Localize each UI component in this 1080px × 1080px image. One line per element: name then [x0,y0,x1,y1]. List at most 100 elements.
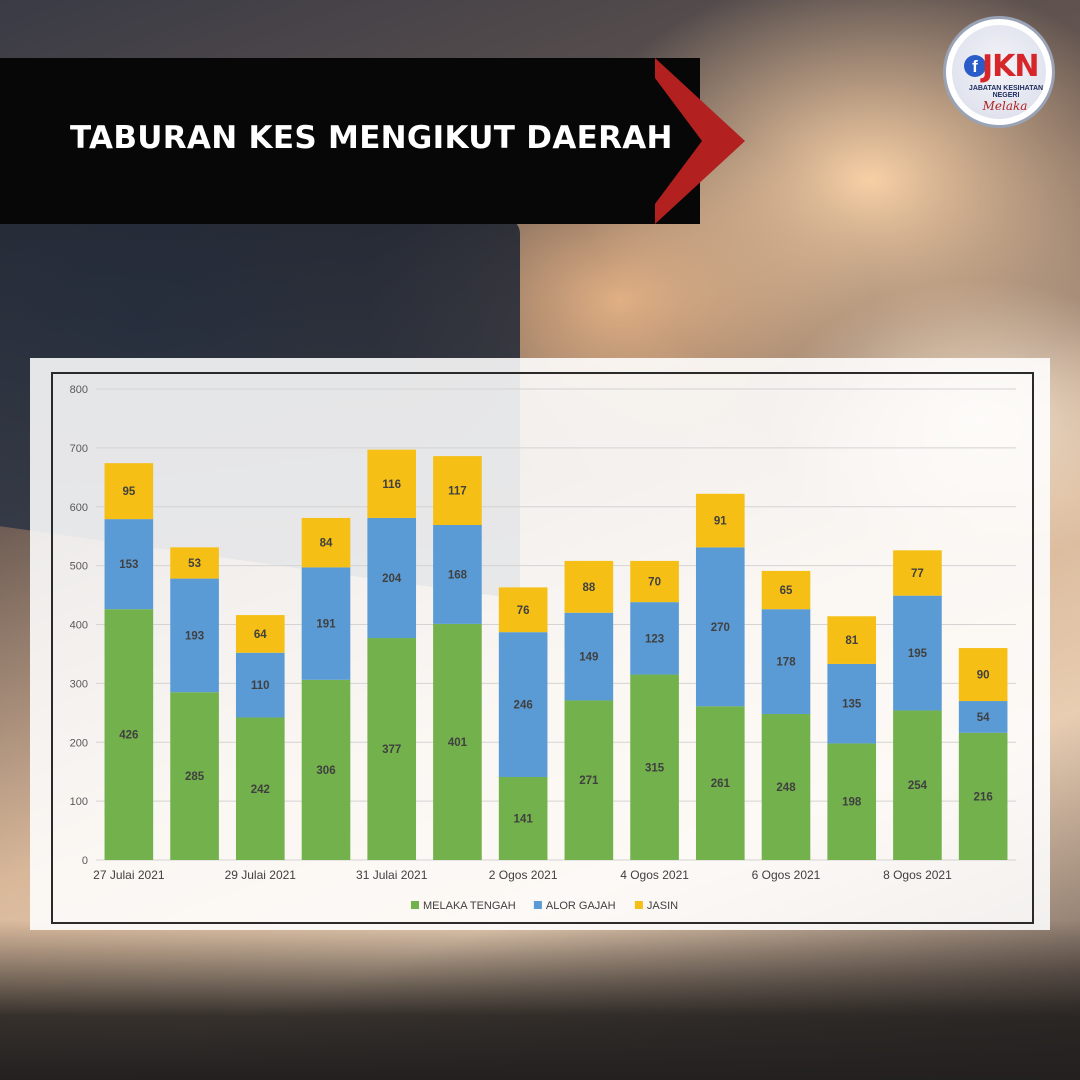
bar-segment [367,638,417,860]
bar-segment [235,615,285,653]
data-label: 248 [776,782,796,794]
facebook-icon: f [964,55,986,77]
bar-segment [564,560,614,613]
legend-swatch [533,901,542,909]
y-tick-label: 0 [82,855,88,867]
page-title: TABURAN KES MENGIKUT DAERAH [70,120,673,156]
data-label: 70 [648,577,661,589]
data-label: 401 [448,737,468,749]
data-label: 178 [776,657,796,669]
data-label: 88 [582,582,595,594]
logo-subtitle: JABATAN KESIHATAN NEGERI [968,85,1044,99]
data-label: 90 [977,670,990,682]
bar-segment [433,623,482,860]
data-label: 81 [845,635,858,647]
bar-segment [958,701,1008,733]
data-label: 149 [579,652,598,664]
data-label: 195 [908,648,928,660]
bar-segment [630,674,679,860]
bar-segment [958,732,1008,860]
data-label: 123 [645,633,664,645]
y-tick-label: 700 [70,443,88,455]
data-label: 204 [382,573,402,585]
bar-segment [235,717,285,860]
data-label: 54 [977,712,990,724]
data-label: 191 [316,619,336,631]
chart-frame [51,372,1034,924]
legend: MELAKA TENGAH ALOR GAJAH JASIN [411,900,678,912]
data-label: 271 [579,775,599,787]
y-tick-label: 400 [70,620,88,632]
data-label: 110 [251,680,270,692]
x-tick-label: 4 Ogos 2021 [620,868,689,882]
data-label: 77 [911,568,924,580]
bar-segment [367,517,417,639]
y-tick-label: 500 [70,561,88,573]
data-label: 65 [780,585,793,597]
bar-segment [301,679,351,860]
y-tick-label: 600 [70,502,88,514]
data-label: 285 [185,771,205,783]
data-label: 53 [188,558,201,570]
x-axis-ticks: 27 Julai 2021 29 Julai 2021 31 Julai 2021 2… [93,868,952,882]
title-banner [0,58,700,224]
bar-segment [564,612,614,701]
legend-label: JASIN [647,900,678,912]
bar-segment [104,519,154,610]
y-tick-label: 100 [70,796,88,808]
bars: 426 153 95 285 193 53 242 110 64 306 191 84 377 204 11… [104,449,1008,860]
data-label: 246 [514,700,533,712]
x-tick-label: 29 Julai 2021 [225,868,297,882]
logo-inner: f JKN JABATAN KESIHATAN NEGERI Melaka [952,25,1046,119]
bar-segment [761,713,811,860]
grid-lines [96,388,1016,861]
bar-segment [170,578,219,693]
data-label: 116 [382,479,401,491]
data-label: 306 [316,765,335,777]
x-tick-label: 2 Ogos 2021 [489,868,558,882]
logo-script: Melaka [982,99,1028,113]
y-tick-label: 200 [70,737,88,749]
data-label: 95 [122,486,135,498]
bar-segment [630,560,679,603]
data-label: 135 [842,699,862,711]
bar-segment [170,692,219,860]
bar-segment [367,449,417,518]
bar-segment [433,525,482,624]
bar-segment [761,609,811,714]
bar-segment [498,776,548,860]
bar-segment [498,632,548,777]
jkn-logo: f JKN JABATAN KESIHATAN NEGERI Melaka [943,16,1055,128]
legend-swatch [411,901,419,909]
data-label: 91 [714,516,727,528]
bar-segment [564,700,614,860]
x-tick-label: 8 Ogos 2021 [883,868,952,882]
bar-segment [695,493,745,548]
data-label: 153 [119,559,138,571]
data-label: 193 [185,630,204,642]
data-label: 76 [517,605,530,617]
bar-segment [893,550,942,596]
bar-segment [827,743,877,860]
bar-segment [827,616,877,664]
bar-segment [498,587,548,633]
bar-segment [827,663,877,744]
y-tick-label: 300 [70,678,88,690]
data-label: 141 [514,813,534,825]
legend-swatch [634,901,643,909]
bar-segment [170,547,219,579]
data-label: 168 [448,569,468,581]
bar-segment [893,710,942,860]
bar-segment [695,547,745,707]
data-label: 377 [382,744,401,756]
legend-label: MELAKA TENGAH [423,900,516,912]
data-label: 84 [320,538,333,550]
bar-segment [433,456,482,526]
data-label: 242 [251,784,270,796]
bar-segment [301,517,351,568]
data-label: 198 [842,797,862,809]
x-tick-label: 31 Julai 2021 [356,868,428,882]
data-label: 315 [645,762,665,774]
bar-segment [761,570,811,610]
